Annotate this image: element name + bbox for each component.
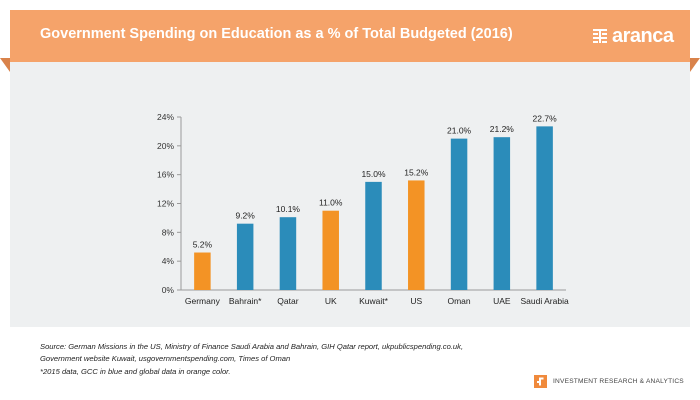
x-category-label: Saudi Arabia xyxy=(521,296,569,306)
bar-value-label: 9.2% xyxy=(235,211,255,221)
bar xyxy=(194,252,211,290)
source-line-2: Government website Kuwait, usgovernments… xyxy=(40,354,291,363)
bar-chart: 0% 4% 8% 12% 16% 20% 24% 5.2% Germany 9.2% Bahrain… xyxy=(157,112,569,306)
x-category-label: Qatar xyxy=(277,296,298,306)
bar xyxy=(236,223,254,290)
x-category-label: US xyxy=(410,296,422,306)
banner-fold-right xyxy=(690,58,700,72)
bar-value-label: 21.2% xyxy=(490,124,515,134)
y-tick-label: 20% xyxy=(157,141,174,151)
brand-tag: INVESTMENT RESEARCH & ANALYTICS xyxy=(534,375,684,388)
x-category-label: Oman xyxy=(447,296,470,306)
footnotes: Source: German Missions in the US, Minis… xyxy=(40,341,463,378)
y-tick-label: 24% xyxy=(157,112,174,122)
source-line-1: Source: German Missions in the US, Minis… xyxy=(40,342,464,351)
bar xyxy=(322,210,339,290)
y-tick-label: 8% xyxy=(162,227,175,237)
page-title: Government Spending on Education as a % … xyxy=(40,26,513,42)
bar xyxy=(365,181,382,290)
chart-panel: 0% 4% 8% 12% 16% 20% 24% 5.2% Germany 9.2% Bahrain… xyxy=(10,62,690,327)
banner-fold-left xyxy=(0,58,10,72)
bar xyxy=(493,137,511,290)
y-tick-label: 12% xyxy=(157,199,174,209)
bar xyxy=(536,126,553,290)
bar-value-label: 11.0% xyxy=(319,198,343,208)
x-category-label: UK xyxy=(325,296,337,306)
bar-value-label: 10.1% xyxy=(276,204,301,214)
y-tick-label: 4% xyxy=(162,256,175,266)
aranca-logo: aranca xyxy=(592,25,674,47)
x-category-label: Bahrain* xyxy=(229,296,262,306)
bar-value-label: 21.0% xyxy=(447,126,472,136)
bar-value-label: 22.7% xyxy=(533,113,558,123)
bar xyxy=(279,217,297,290)
y-tick-label: 0% xyxy=(162,285,175,295)
header-banner xyxy=(10,10,690,62)
y-tick-label: 16% xyxy=(157,170,174,180)
bar xyxy=(450,138,468,290)
x-category-label: UAE xyxy=(493,296,511,306)
logo-text: aranca xyxy=(612,24,674,47)
x-category-label: Kuwait* xyxy=(359,296,389,306)
data-note: *2015 data, GCC in blue and global data … xyxy=(40,367,231,376)
bar-value-label: 15.0% xyxy=(361,169,386,179)
brand-tagline: INVESTMENT RESEARCH & ANALYTICS xyxy=(553,378,684,385)
bar xyxy=(408,180,425,290)
x-category-label: Germany xyxy=(185,296,221,306)
aranca-logo-icon xyxy=(593,29,607,43)
bar-value-label: 5.2% xyxy=(193,240,213,250)
bar-value-label: 15.2% xyxy=(404,167,429,177)
aranca-mark-icon xyxy=(534,375,547,388)
